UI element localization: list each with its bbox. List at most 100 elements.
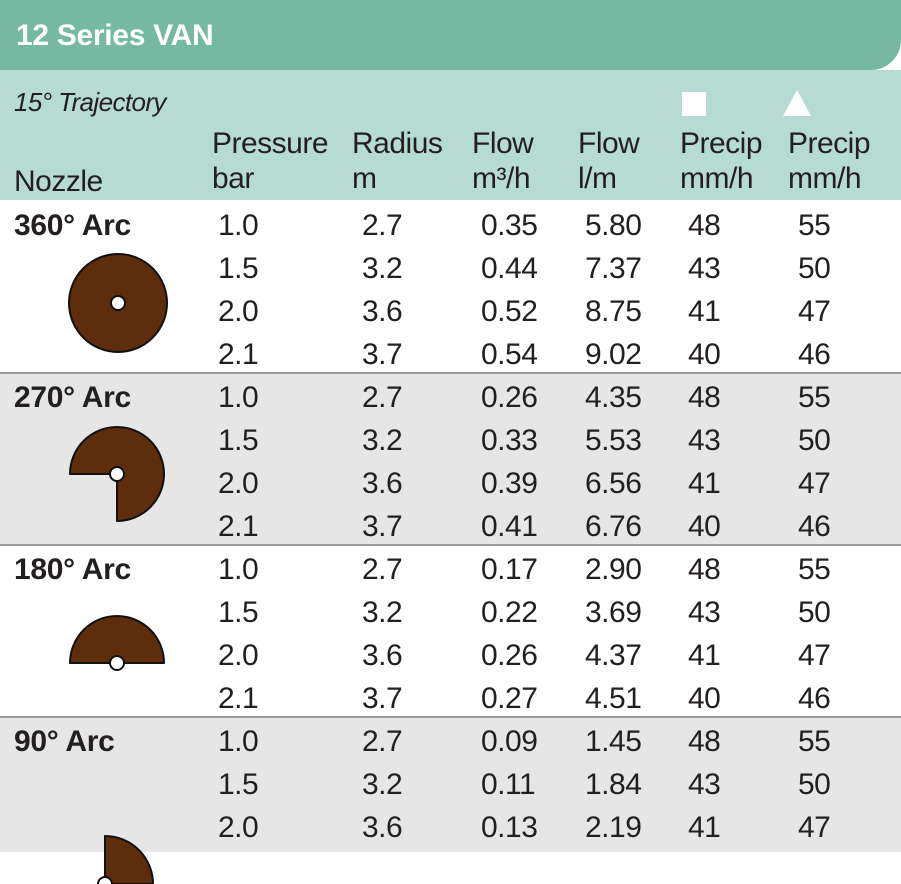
header-precip-triangle-unit: mm/h (788, 162, 862, 195)
cell-precip-square: 41 (688, 639, 721, 672)
cell-precip-triangle: 55 (798, 381, 831, 414)
cell-pressure: 2.0 (218, 639, 259, 672)
cell-pressure: 1.0 (218, 725, 259, 758)
cell-flow-m3: 0.11 (481, 768, 536, 801)
cell-precip-square: 43 (688, 252, 721, 285)
cell-pressure: 2.1 (218, 338, 259, 371)
header-nozzle: Nozzle (14, 165, 103, 198)
header-radius-unit: m (352, 162, 377, 195)
header-precip-triangle: Precip (788, 127, 871, 160)
cell-flow-m3: 0.27 (481, 682, 538, 715)
cell-precip-square: 48 (688, 381, 721, 414)
cell-pressure: 2.0 (218, 295, 259, 328)
cell-precip-triangle: 55 (798, 553, 831, 586)
title-bar: 12 Series VAN (0, 0, 901, 70)
cell-flow-lm: 7.37 (585, 252, 642, 285)
cell-flow-lm: 5.53 (585, 424, 642, 457)
trajectory-label: 15° Trajectory (14, 87, 166, 117)
cell-precip-triangle: 50 (798, 252, 831, 285)
cell-precip-triangle: 55 (798, 209, 831, 242)
cell-precip-square: 43 (688, 768, 721, 801)
cell-precip-square: 43 (688, 596, 721, 629)
cell-flow-m3: 0.33 (481, 424, 538, 457)
cell-flow-m3: 0.41 (481, 510, 538, 543)
cell-precip-triangle: 55 (798, 725, 831, 758)
cell-flow-lm: 4.35 (585, 381, 642, 414)
cell-precip-square: 48 (688, 725, 721, 758)
header-precip-square: Precip (680, 127, 763, 160)
nozzle-label: 360° Arc (14, 209, 131, 242)
cell-pressure: 1.5 (218, 424, 259, 457)
cell-flow-lm: 4.51 (585, 682, 642, 715)
cell-precip-square: 41 (688, 811, 721, 844)
cell-radius: 3.6 (362, 639, 403, 672)
cell-radius: 2.7 (362, 553, 403, 586)
cell-flow-m3: 0.35 (481, 209, 538, 242)
cell-flow-m3: 0.09 (481, 725, 538, 758)
cell-precip-triangle: 46 (798, 682, 831, 715)
cell-flow-lm: 6.76 (585, 510, 642, 543)
cell-precip-square: 40 (688, 682, 721, 715)
nozzle-label: 90° Arc (14, 725, 115, 758)
cell-precip-square: 43 (688, 424, 721, 457)
header-pressure: Pressure (212, 127, 329, 160)
cell-precip-square: 41 (688, 295, 721, 328)
cell-precip-triangle: 47 (798, 467, 831, 500)
cell-pressure: 2.1 (218, 682, 259, 715)
cell-radius: 3.2 (362, 596, 403, 629)
cell-flow-lm: 1.45 (585, 725, 642, 758)
header-flow-m3: Flow (472, 127, 534, 160)
cell-flow-m3: 0.39 (481, 467, 538, 500)
cell-precip-square: 41 (688, 467, 721, 500)
cell-flow-m3: 0.44 (481, 252, 538, 285)
cell-precip-square: 48 (688, 553, 721, 586)
nozzle-group-360: 360° Arc 1.0 2.7 0.35 5.80 48 55 1.5 3.2… (0, 200, 901, 372)
arc-360-icon (68, 253, 168, 353)
group-divider (0, 544, 901, 546)
cell-radius: 2.7 (362, 725, 403, 758)
cell-pressure: 1.5 (218, 252, 259, 285)
cell-radius: 3.2 (362, 768, 403, 801)
cell-flow-m3: 0.13 (481, 811, 538, 844)
cell-pressure: 1.0 (218, 553, 259, 586)
cell-radius: 2.7 (362, 209, 403, 242)
header-flow-m3-unit: m³/h (472, 162, 531, 195)
cell-flow-lm: 6.56 (585, 467, 642, 500)
cell-flow-lm: 2.19 (585, 811, 642, 844)
nozzle-label: 180° Arc (14, 553, 131, 586)
cell-radius: 3.6 (362, 467, 403, 500)
cell-flow-lm: 9.02 (585, 338, 642, 371)
cell-precip-triangle: 50 (798, 596, 831, 629)
cell-radius: 2.7 (362, 381, 403, 414)
cell-precip-square: 48 (688, 209, 721, 242)
cell-pressure: 1.5 (218, 768, 259, 801)
square-pattern-icon (682, 92, 706, 116)
triangle-pattern-icon (783, 90, 811, 116)
cell-flow-lm: 2.90 (585, 553, 642, 586)
cell-radius: 3.7 (362, 682, 403, 715)
cell-flow-m3: 0.26 (481, 381, 538, 414)
column-header: 15° Trajectory Nozzle Pressure bar Radiu… (0, 70, 901, 200)
cell-precip-square: 40 (688, 338, 721, 371)
table-title: 12 Series VAN (16, 19, 214, 52)
cell-radius: 3.7 (362, 338, 403, 371)
cell-radius: 3.6 (362, 811, 403, 844)
cell-pressure: 2.0 (218, 811, 259, 844)
cell-pressure: 2.0 (218, 467, 259, 500)
nozzle-group-270: 270° Arc 1.0 2.7 0.26 4.35 48 55 1.5 3.2… (0, 372, 901, 544)
group-divider (0, 372, 901, 374)
header-flow-lm-unit: l/m (578, 162, 617, 195)
cell-flow-lm: 4.37 (585, 639, 642, 672)
header-flow-lm: Flow (578, 127, 640, 160)
cell-pressure: 2.1 (218, 510, 259, 543)
cell-precip-triangle: 50 (798, 424, 831, 457)
cell-precip-triangle: 47 (798, 811, 831, 844)
nozzle-group-180: 180° Arc 1.0 2.7 0.17 2.90 48 55 1.5 3.2… (0, 544, 901, 716)
nozzle-label: 270° Arc (14, 381, 131, 414)
nozzle-group-90: 90° Arc 1.0 2.7 0.09 1.45 48 55 1.5 3.2 … (0, 716, 901, 884)
cell-flow-m3: 0.17 (481, 553, 538, 586)
cell-radius: 3.7 (362, 510, 403, 543)
cell-pressure: 1.5 (218, 596, 259, 629)
cell-flow-m3: 0.52 (481, 295, 538, 328)
